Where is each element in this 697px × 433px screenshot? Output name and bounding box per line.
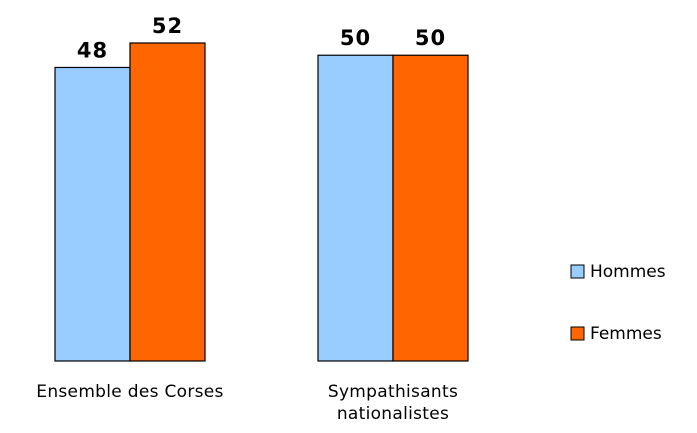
legend-swatch-hommes <box>570 264 585 279</box>
category-label-1: Ensemble des Corses <box>36 382 223 402</box>
value-label-femmes-1: 52 <box>152 14 183 38</box>
legend-label-femmes: Femmes <box>590 324 662 344</box>
bar-femmes-1 <box>129 42 206 362</box>
value-labels-layer: 48 52 50 50 <box>77 14 446 62</box>
category-label-2: Sympathisants nationalistes <box>328 382 458 424</box>
value-label-hommes-2: 50 <box>340 26 371 50</box>
category-labels-layer: Ensemble des Corses Sympathisants national… <box>36 382 458 424</box>
legend: Hommes Femmes <box>570 262 666 344</box>
value-label-femmes-2: 50 <box>415 26 446 50</box>
legend-swatch-femmes <box>570 326 585 341</box>
bar-femmes-2 <box>392 54 469 362</box>
value-label-hommes-1: 48 <box>77 38 108 62</box>
legend-label-hommes: Hommes <box>590 262 666 282</box>
bar-hommes-2 <box>317 54 394 362</box>
bars-layer <box>54 42 469 362</box>
bar-hommes-1 <box>54 66 131 362</box>
